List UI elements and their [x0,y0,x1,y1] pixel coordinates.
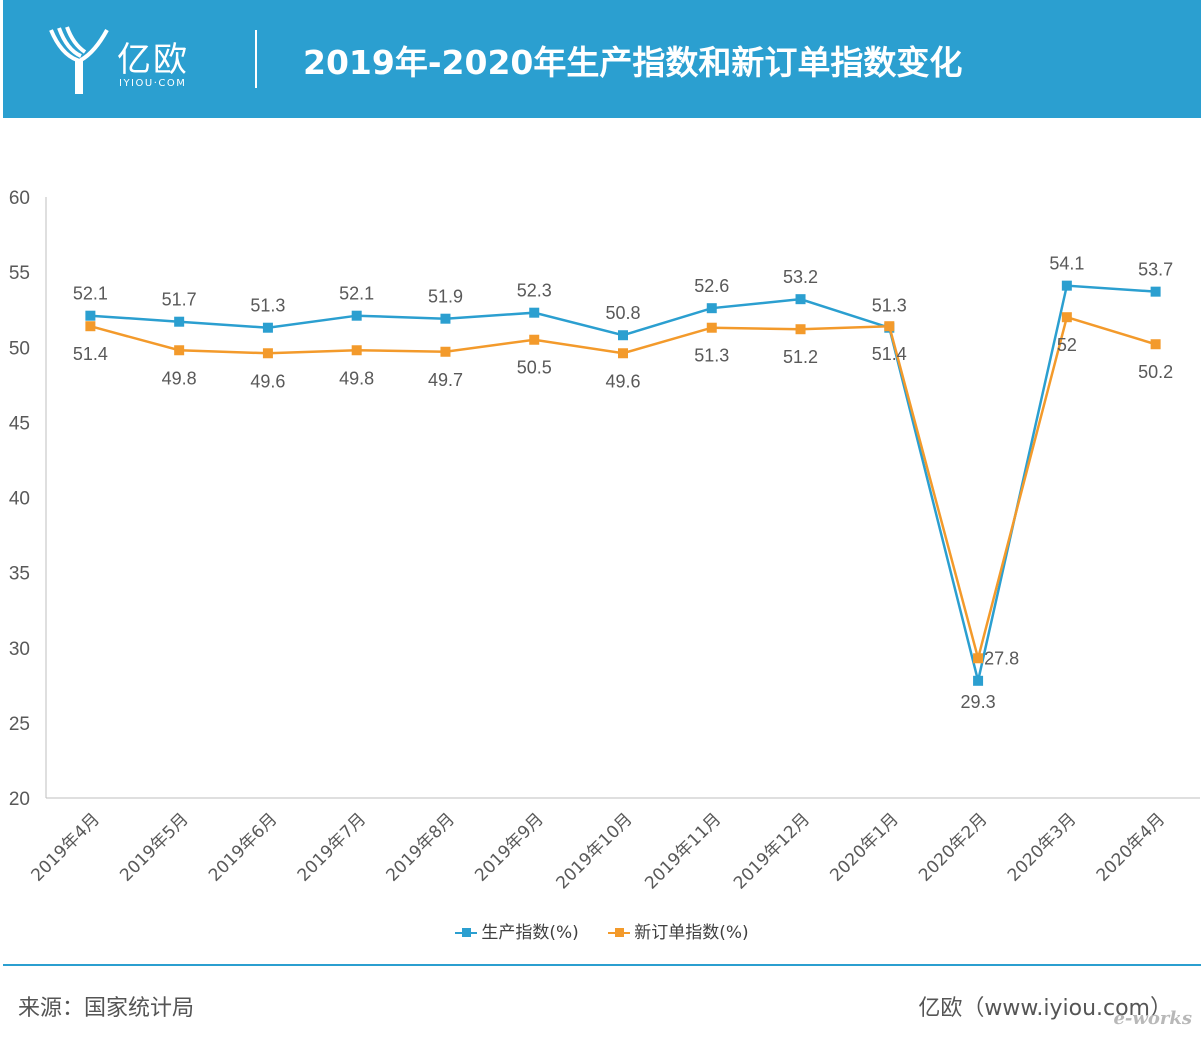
y-tick-label: 55 [9,263,30,284]
data-label-new-orders: 52 [1057,335,1077,355]
data-point-new-orders [174,345,185,356]
x-tick-label: 2020年1月 [826,809,902,885]
data-label-production: 52.3 [517,281,552,301]
logo-text: 亿欧 [117,40,189,80]
x-tick-label: 2019年12月 [730,809,814,893]
x-tick-label: 2019年5月 [116,809,192,885]
data-label-new-orders: 49.8 [162,368,197,388]
data-point-new-orders [618,348,628,359]
x-tick-label: 2019年6月 [205,809,281,885]
data-point-production [174,316,185,327]
y-tick-label: 35 [9,564,30,585]
data-point-production [795,294,806,305]
x-tick-label: 2019年11月 [641,809,725,893]
data-label-new-orders: 49.6 [250,371,285,391]
e-works-watermark: e-works [1113,1008,1192,1029]
legend-label-new-orders: 新订单指数(%) [634,923,749,943]
data-label-production: 51.7 [162,290,197,310]
legend-label-production: 生产指数(%) [481,923,579,943]
x-tick-label: 2019年10月 [552,809,636,893]
data-point-production [618,330,628,341]
data-point-new-orders [1061,312,1072,323]
x-tick-label: 2020年4月 [1093,809,1169,885]
iyiou-logo-mark-icon [49,26,109,94]
data-point-new-orders [706,322,717,333]
x-tick-label: 2019年7月 [294,809,370,885]
data-label-production: 51.9 [428,287,463,307]
data-label-new-orders: 49.8 [339,368,374,388]
data-label-new-orders: 51.2 [783,347,818,367]
iyiou-logo: 亿欧 IYIOU·COM [47,24,247,96]
data-point-new-orders [1150,339,1161,350]
data-point-production [1061,280,1072,291]
data-label-production: 53.7 [1138,260,1173,280]
source-note: 来源：国家统计局 [18,996,195,1021]
y-tick-label: 20 [9,789,30,810]
data-label-production: 51.3 [872,296,907,316]
y-tick-label: 50 [9,338,30,359]
data-label-new-orders: 49.6 [605,371,640,391]
data-point-new-orders [351,345,362,356]
header-divider [255,30,257,88]
data-label-production: 54.1 [1049,254,1084,274]
data-point-production [262,322,273,333]
x-tick-label: 2019年9月 [471,809,547,885]
data-point-production [706,303,717,314]
x-tick-label: 2020年2月 [915,809,991,885]
data-label-new-orders: 50.5 [517,358,552,378]
data-point-new-orders [85,321,96,332]
y-tick-label: 45 [9,413,30,434]
data-label-production: 52.1 [73,284,108,304]
data-label-production: 27.8 [984,648,1019,668]
x-tick-label: 2020年3月 [1004,809,1080,885]
x-tick-label: 2019年8月 [383,809,459,885]
data-point-new-orders [795,324,806,335]
data-point-production [85,310,96,321]
page-title: 2019年-2020年生产指数和新订单指数变化 [303,43,963,82]
data-point-production [1150,286,1161,297]
data-label-production: 51.3 [250,296,285,316]
y-tick-label: 40 [9,489,30,510]
legend-item-new-orders: 新订单指数(%) [608,918,749,943]
data-point-production [440,313,451,324]
data-point-new-orders [973,653,984,664]
y-tick-label: 25 [9,714,30,735]
data-point-production [973,675,984,686]
series-line-production [90,284,1156,682]
data-label-new-orders: 50.2 [1138,362,1173,382]
x-tick-label: 2019年4月 [27,809,103,885]
data-label-new-orders: 51.4 [73,344,108,364]
data-label-new-orders: 49.7 [428,370,463,390]
data-label-production: 52.6 [694,276,729,296]
data-label-new-orders: 51.4 [872,344,907,364]
data-label-production: 50.8 [605,303,640,323]
legend-swatch-production [455,928,478,937]
legend-swatch-new-orders [608,928,631,937]
data-label-production: 52.1 [339,284,374,304]
footer-divider [3,964,1201,966]
data-label-new-orders: 51.3 [694,346,729,366]
data-point-production [351,310,362,321]
data-point-new-orders [262,348,273,359]
logo-subtext: IYIOU·COM [119,78,187,89]
data-point-production [529,307,540,318]
data-point-new-orders [884,321,895,332]
y-tick-label: 60 [9,188,30,209]
chart-legend: 生产指数(%) 新订单指数(%) [0,918,1204,943]
data-label-new-orders: 29.3 [961,692,996,712]
data-point-new-orders [529,334,540,345]
data-label-production: 53.2 [783,267,818,287]
y-tick-label: 30 [9,639,30,660]
header-banner: 亿欧 IYIOU·COM 2019年-2020年生产指数和新订单指数变化 [3,0,1201,118]
legend-item-production: 生产指数(%) [455,918,579,943]
data-point-new-orders [440,346,451,357]
credit-note: 亿欧（www.iyiou.com） [918,996,1172,1021]
